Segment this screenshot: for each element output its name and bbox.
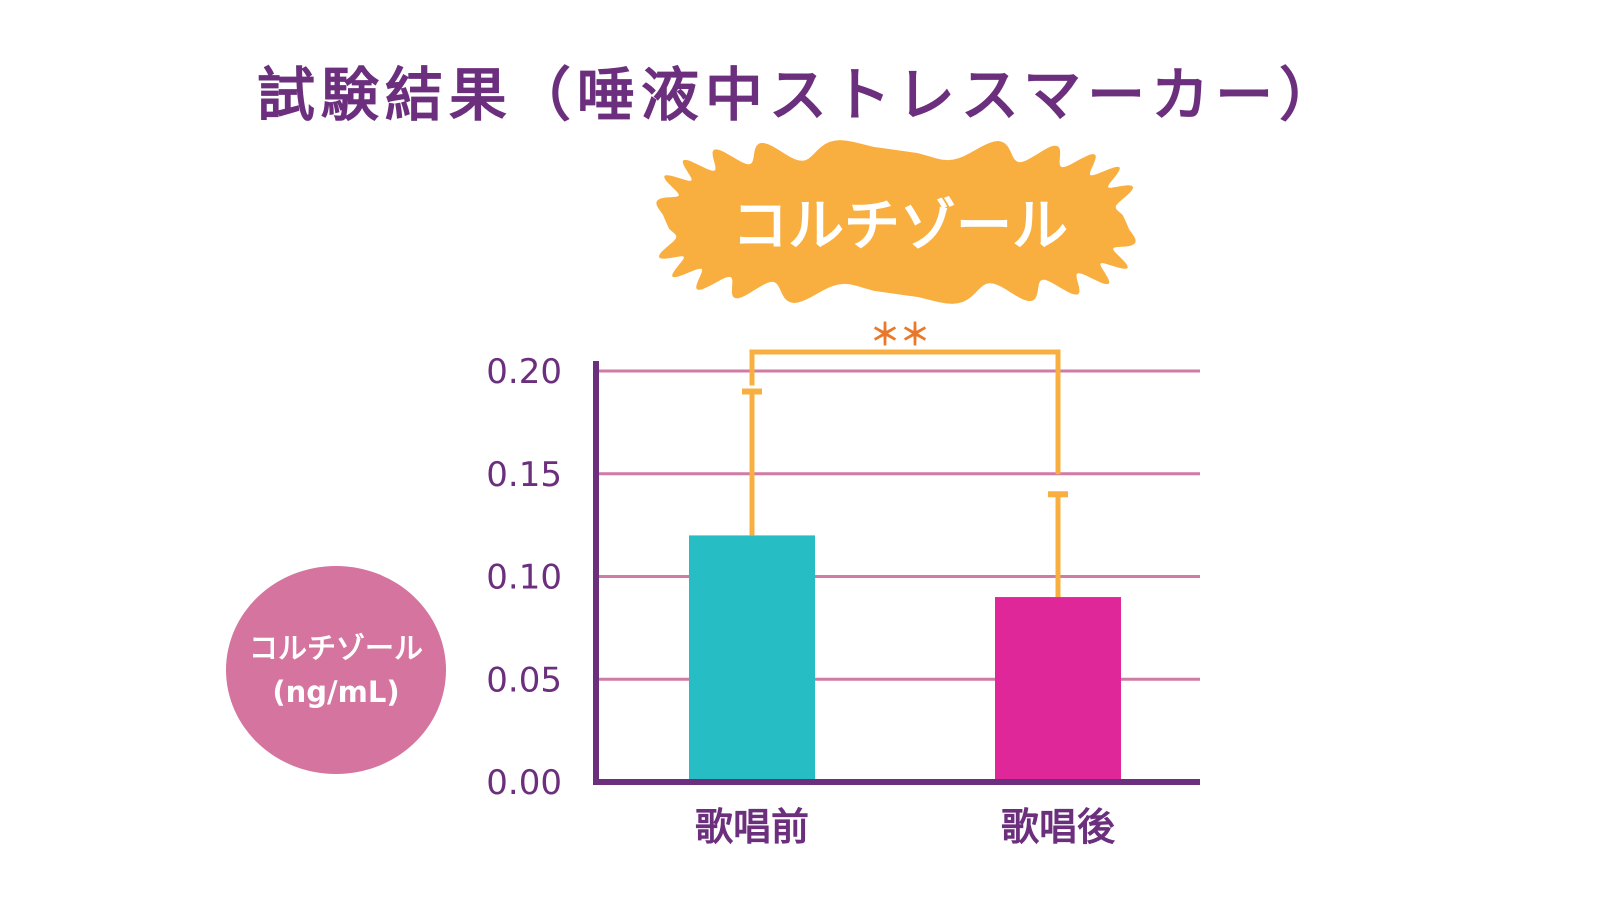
badge-label: コルチゾール [732, 194, 1068, 259]
badge-shape [656, 140, 1136, 304]
significance-label: ＊＊ [870, 318, 930, 353]
x-tick-labels: 歌唱前 歌唱後 [695, 805, 1116, 849]
y-axis-unit: (ng/mL) [272, 675, 400, 709]
y-tick-label: 0.15 [486, 455, 562, 495]
y-tick-label: 0.05 [486, 660, 562, 700]
significance-bracket [749, 349, 1061, 475]
error-bars [742, 388, 1068, 598]
y-tick-labels: 0.00 0.05 0.10 0.15 0.20 [486, 352, 562, 803]
y-tick-label: 0.20 [486, 352, 562, 392]
bar [995, 597, 1121, 782]
y-axis-label-circle: コルチゾール (ng/mL) [226, 566, 446, 774]
y-tick-label: 0.00 [486, 763, 562, 803]
axes [593, 361, 1200, 785]
bar [689, 535, 815, 782]
bracket-line [749, 349, 1061, 475]
y-tick-label: 0.10 [486, 558, 562, 598]
y-axis-label: コルチゾール [248, 631, 423, 665]
x-tick-label: 歌唱前 [695, 805, 809, 849]
bars [689, 535, 1121, 782]
badge: コルチゾール [656, 140, 1136, 304]
x-tick-label: 歌唱後 [1001, 805, 1116, 849]
chart-title: 試験結果（唾液中ストレスマーカー） [256, 61, 1344, 129]
